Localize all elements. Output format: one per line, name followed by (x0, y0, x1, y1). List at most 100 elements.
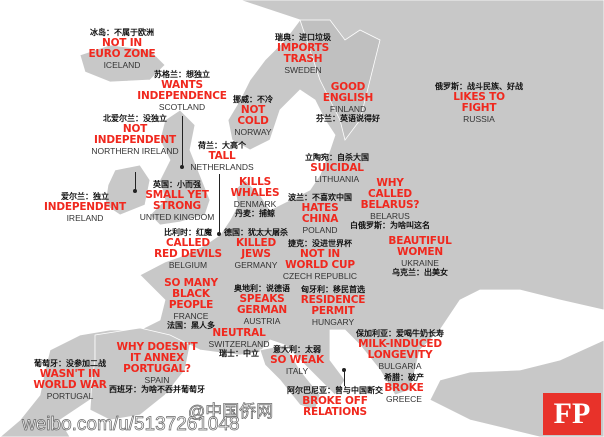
chinese-caption: 比利时：红魔 (164, 228, 212, 237)
stereotype-text: NOT (122, 123, 148, 135)
label-ukraine: BEAUTIFUL WOMEN UKRAINE 乌克兰：出美女 (388, 236, 451, 278)
stereotype-text: BLACK (172, 288, 210, 300)
stereotype-text: GOOD (330, 81, 366, 93)
albania-pointer-dot (342, 368, 346, 372)
country-name: AUSTRIA (243, 316, 281, 326)
chinese-caption: 冰岛：不属于欧洲 (89, 28, 154, 37)
fp-logo-text: FP (553, 397, 591, 430)
label-ireland: 爱尔兰：独立 INDEPENDENT IRELAND (44, 192, 126, 223)
chinese-caption: 保加利亚：爱喝牛奶长寿 (356, 329, 444, 338)
chinese-caption: 俄罗斯：战斗民族、好战 (435, 82, 523, 91)
label-germany: 德国：犹太大屠杀 KILLED JEWS GERMANY (224, 228, 288, 270)
country-name: FRANCE (173, 311, 209, 321)
stereotype-text: BEAUTIFUL (388, 235, 452, 247)
country-name: POLAND (302, 225, 338, 235)
stereotype-text: WORLD CUP (285, 259, 355, 271)
chinese-caption: 匈牙利：移民首选 (300, 285, 365, 294)
stereotype-text: GERMAN (236, 304, 288, 316)
stereotype-text: ENGLISH (322, 92, 374, 104)
stereotype-text: WASN'T IN (39, 368, 101, 380)
country-name: IRELAND (66, 213, 104, 223)
stereotype-text: WHALES (230, 187, 280, 199)
scotland-pointer-dot (180, 165, 184, 169)
stereotype-text: CHINA (301, 213, 339, 225)
label-hungary: 匈牙利：移民首选 RESIDENCE PERMIT HUNGARY (300, 285, 366, 327)
label-scotland: 苏格兰：想独立 WANTS INDEPENDENCE SCOTLAND (137, 70, 227, 112)
landmass-ireland (104, 164, 151, 216)
country-name: DENMARK (233, 199, 277, 209)
stereotype-text: CALLED (166, 237, 210, 249)
stereotype-text: IT ANNEX (129, 352, 185, 364)
stereotype-text: WHY DOESN'T (116, 341, 198, 353)
stereotype-text: BELARUS? (360, 199, 420, 211)
chinese-caption: 丹麦：捕鲸 (234, 208, 275, 218)
watermark-url: weibo.com/u/5137261048 (22, 414, 240, 436)
stereotype-text: KILLED (235, 237, 277, 249)
stereotype-text: EURO ZONE (88, 48, 156, 60)
watermark-handle: @中国侨网 (188, 402, 274, 422)
stereotype-text: WORLD WAR (33, 379, 107, 391)
country-name: FINLAND (329, 104, 367, 114)
stereotype-text: PORTUGAL? (123, 363, 191, 375)
label-italy: 意大利：太弱 SO WEAK ITALY (270, 345, 324, 376)
country-name: SPAIN (144, 375, 170, 385)
chinese-caption: 意大利：太弱 (272, 345, 321, 354)
stereotype-text: BROKE OFF (302, 395, 368, 407)
country-name: UNITED KINGDOM (139, 212, 215, 222)
label-portugal: 葡萄牙：没参加二战 WASN'T IN WORLD WAR PORTUGAL (33, 359, 106, 401)
country-name: NORTHERN IRELAND (91, 146, 179, 156)
country-name: CZECH REPUBLIC (282, 271, 358, 281)
stereotype-text: SUICIDAL (310, 162, 364, 174)
landmass-scandinavia (299, 19, 381, 141)
label-bulgaria: 保加利亚：爱喝牛奶长寿 MILK-INDUCED LONGEVITY BULGARIA (356, 329, 444, 371)
stereotype-text: SO WEAK (270, 354, 324, 366)
label-belarus: WHY CALLED BELARUS? BELARUS 白俄罗斯：为啥叫这名 (350, 178, 430, 231)
stereotype-text: STRONG (153, 200, 201, 212)
northern-ireland-pointer (135, 172, 136, 190)
country-name: BELGIUM (168, 260, 208, 270)
label-united-kingdom: 英国：小而强 SMALL YET STRONG UNITED KINGDOM (140, 180, 215, 222)
fp-logo: FP (543, 393, 601, 435)
chinese-caption: 英国：小而强 (153, 180, 201, 189)
chinese-caption: 瑞典：进口垃圾 (275, 33, 331, 42)
chinese-caption: 乌克兰：出美女 (391, 267, 448, 277)
country-name: LITHUANIA (314, 174, 360, 184)
stereotype-text: WHY (376, 177, 404, 189)
stereotype-text: COLD (237, 115, 269, 127)
chinese-caption: 捷克：没进世界杯 (288, 239, 352, 248)
label-switzerland: NEUTRAL SWITZERLAND 瑞士：中立 (209, 328, 270, 359)
label-russia: 俄罗斯：战斗民族、好战 LIKES TO FIGHT RUSSIA (435, 82, 523, 124)
country-name: ITALY (285, 366, 309, 376)
country-name: PORTUGAL (46, 391, 94, 401)
label-sweden: 瑞典：进口垃圾 IMPORTS TRASH SWEDEN (275, 33, 331, 75)
chinese-caption: 希腊：破产 (384, 373, 424, 382)
country-name: SWEDEN (284, 65, 322, 75)
label-czech: 捷克：没进世界杯 NOT IN WORLD CUP CZECH REPUBLIC (283, 239, 357, 281)
landmass-italy (259, 344, 321, 411)
stereotype-text: TALL (208, 150, 236, 162)
stereotype-text: NOT IN (101, 37, 143, 49)
country-name: GERMANY (234, 260, 278, 270)
chinese-caption: 西班牙：为啥不吞并葡萄牙 (109, 384, 205, 394)
chinese-caption: 苏格兰：想独立 (154, 70, 210, 79)
label-france: SO MANY BLACK PEOPLE FRANCE 法国：黑人多 (164, 278, 218, 331)
chinese-caption: 立陶宛：自杀大国 (305, 153, 369, 162)
stereotype-text: SO MANY (164, 277, 218, 289)
stereotype-text: RESIDENCE (300, 294, 366, 306)
northern-ireland-pointer-dot (133, 189, 137, 193)
label-albania: 阿尔巴尼亚：曾与中国断交 BROKE OFF RELATIONS (287, 386, 383, 418)
chinese-caption: 波兰：不喜欢中国 (288, 193, 352, 202)
chinese-caption: 白俄罗斯：为啥叫这名 (350, 220, 430, 230)
label-lithuania: 立陶宛：自杀大国 SUICIDAL LITHUANIA (305, 153, 369, 184)
chinese-caption: 爱尔兰：独立 (60, 192, 109, 201)
stereotype-text: TRASH (283, 53, 323, 65)
stereotype-text: INDEPENDENT (94, 134, 176, 146)
stereotype-text: MILK-INDUCED (358, 338, 442, 350)
country-name: GREECE (386, 394, 422, 404)
chinese-caption: 葡萄牙：没参加二战 (34, 359, 106, 368)
chinese-caption: 法国：黑人多 (167, 320, 215, 330)
stereotype-text: KILLS (238, 176, 271, 188)
label-poland: 波兰：不喜欢中国 HATES CHINA POLAND (288, 193, 352, 235)
label-belgium: 比利时：红魔 CALLED RED DEVILS BELGIUM (154, 228, 222, 270)
